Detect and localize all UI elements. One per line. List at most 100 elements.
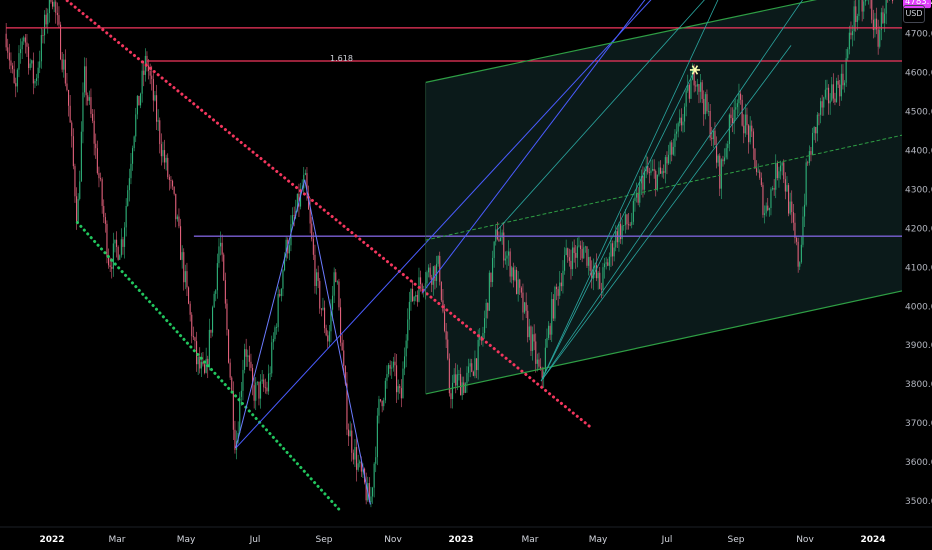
candle-body <box>125 205 127 228</box>
x-tick-label: Jul <box>249 535 261 545</box>
candle-body <box>768 207 770 211</box>
candle-body <box>770 189 772 208</box>
candle-body <box>847 49 849 59</box>
candle-body <box>412 288 414 302</box>
candle-body <box>224 280 226 304</box>
candle-body <box>832 84 834 99</box>
candle-body <box>330 309 332 332</box>
last-price-label: 4783.75 <box>905 0 932 7</box>
candle-body <box>551 299 553 335</box>
pitchfork-line[interactable] <box>540 0 849 382</box>
candle-body <box>8 52 10 61</box>
candle-body <box>546 337 548 348</box>
trend-line[interactable] <box>235 179 306 449</box>
candle-body <box>804 204 806 217</box>
candle-body <box>428 267 430 273</box>
candle-body <box>157 120 159 122</box>
candle-body <box>820 101 822 115</box>
candle-body <box>594 264 596 270</box>
candle-body <box>493 241 495 258</box>
candle-body <box>560 282 562 287</box>
candle-body <box>28 46 30 69</box>
trend-line[interactable] <box>304 179 371 505</box>
candle-body <box>226 303 228 330</box>
y-tick-label: 4600.00 <box>905 69 932 79</box>
candle-body <box>842 73 844 86</box>
trend-line[interactable] <box>421 0 696 293</box>
candle-body <box>752 131 754 149</box>
candle-body <box>271 342 273 374</box>
candle-body <box>10 60 12 66</box>
star-marker[interactable] <box>689 65 700 75</box>
candle-body <box>292 215 294 225</box>
dotted-trend-line[interactable] <box>51 0 593 429</box>
pitchfork-line[interactable] <box>540 0 749 382</box>
candle-body <box>802 216 804 245</box>
candle-body <box>719 155 721 189</box>
candle-body <box>194 337 196 342</box>
y-tick-label: 4700.00 <box>905 30 932 40</box>
candle-body <box>632 200 634 222</box>
candle-body <box>42 35 44 36</box>
candle-body <box>672 146 674 155</box>
currency-button[interactable]: USD <box>903 5 925 23</box>
candle-body <box>215 290 217 294</box>
candle-body <box>717 155 719 163</box>
candle-body <box>204 364 206 373</box>
trend-line[interactable] <box>235 0 678 449</box>
candle-body <box>704 94 706 115</box>
candle-body <box>34 80 36 84</box>
channel-lower-line[interactable] <box>425 290 904 395</box>
candle-body <box>648 172 650 174</box>
candle-body <box>879 30 881 47</box>
candle-body <box>540 366 542 369</box>
candle-body <box>188 287 190 304</box>
pitchfork-line[interactable] <box>540 69 696 382</box>
candle-body <box>631 221 633 225</box>
candle-body <box>360 461 362 472</box>
candle-body <box>103 205 105 218</box>
candle-body <box>436 263 438 281</box>
candle-body <box>668 154 670 164</box>
candle-body <box>757 171 759 173</box>
channel-upper-line[interactable] <box>425 0 903 83</box>
pitchfork-line[interactable] <box>496 0 765 231</box>
channel-median-line[interactable] <box>425 134 904 241</box>
candle-body <box>610 243 612 257</box>
candle-body <box>728 114 730 145</box>
candle-body <box>172 180 174 187</box>
candle-body <box>264 387 266 389</box>
candle-body <box>512 267 514 281</box>
candle-body <box>356 447 358 470</box>
candle-body <box>39 61 41 68</box>
candle-body <box>572 247 574 270</box>
candle-body <box>792 212 794 223</box>
candle-body <box>196 341 198 365</box>
candle-body <box>818 114 820 116</box>
candle-body <box>746 114 748 126</box>
candle-body <box>186 271 188 288</box>
candle-body <box>612 243 614 257</box>
candle-body <box>522 292 524 313</box>
candle-body <box>245 349 247 357</box>
candle-body <box>213 293 215 308</box>
candle-body <box>810 151 812 155</box>
candle-body <box>516 269 518 294</box>
pitchfork-line[interactable] <box>540 45 792 382</box>
candle-body <box>31 60 33 64</box>
x-tick-label: May <box>589 535 608 545</box>
candle-body <box>688 84 690 99</box>
candle-body <box>541 368 543 378</box>
dotted-trend-line[interactable] <box>75 221 344 515</box>
candle-body <box>61 59 63 70</box>
candle-body <box>223 254 225 281</box>
candle-body <box>458 374 460 375</box>
candle-body <box>148 65 150 71</box>
candle-body <box>202 362 204 365</box>
candle-body <box>93 120 95 144</box>
candle-body <box>527 310 529 338</box>
candle-body <box>655 171 657 190</box>
candle-body <box>5 33 7 48</box>
candle-body <box>621 225 623 240</box>
